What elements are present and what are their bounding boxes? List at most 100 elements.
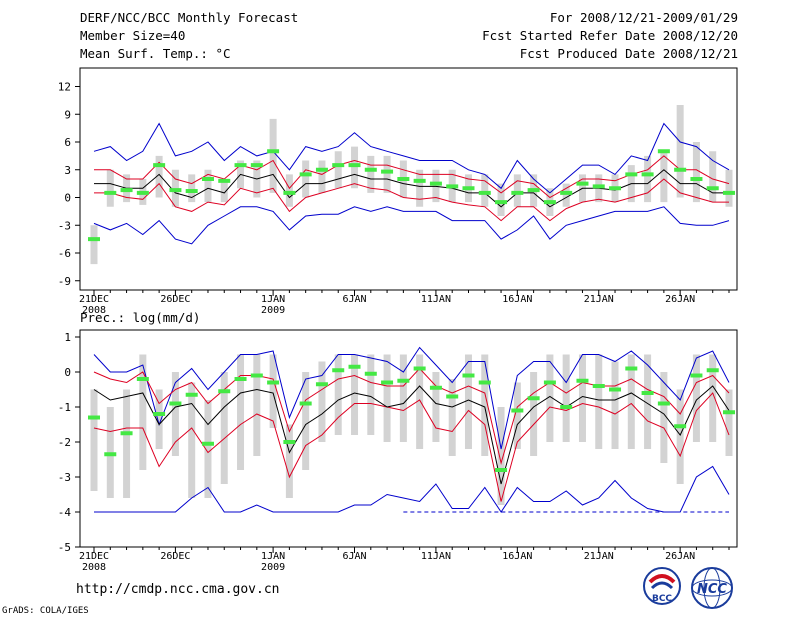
precipitation-box-30 [578, 354, 586, 442]
precipitation-box-15 [334, 354, 342, 435]
precipitation-box-33 [627, 354, 635, 449]
precipitation-box-3 [139, 354, 147, 470]
precipitation-upper-spread-line [93, 367, 730, 465]
temperature-frame [79, 67, 738, 291]
temperature-box-25 [497, 183, 505, 216]
precipitation-median-33 [625, 366, 638, 371]
bcc-logo: BCC [643, 567, 681, 605]
temperature-median-3 [136, 190, 149, 195]
temperature-median-23 [462, 186, 475, 191]
temperature-ytick-label: 9 [64, 108, 71, 121]
temperature-median-8 [218, 178, 231, 183]
source-url[interactable]: http://cmdp.ncc.cma.gov.cn [76, 582, 280, 597]
temperature-median-33 [625, 172, 638, 177]
temperature-xtick-label: 21JAN [584, 294, 614, 305]
temperature-box-15 [334, 151, 342, 189]
temperature-median-16 [348, 163, 361, 168]
temperature-mean-line [94, 169, 729, 208]
precipitation-xtick-label: 26DEC [160, 551, 190, 562]
precipitation-median-39 [723, 410, 735, 415]
precipitation-median-2 [120, 431, 133, 436]
precipitation-median-12 [283, 440, 296, 444]
precipitation-median-21 [429, 385, 442, 390]
temperature-median-10 [250, 163, 263, 168]
member-size: Member Size=40 [80, 28, 186, 43]
precipitation-box-18 [383, 354, 391, 442]
fcst-started-date: Fcst Started Refer Date 2008/12/20 [482, 28, 738, 43]
temperature-box-7 [204, 169, 212, 203]
precipitation-xtick-year: 2009 [261, 562, 285, 573]
precipitation-box-2 [123, 389, 131, 498]
temperature-median-18 [381, 169, 394, 174]
precipitation-median-5 [169, 401, 182, 406]
precipitation-median-37 [690, 373, 703, 378]
precipitation-box-38 [709, 354, 717, 442]
temperature-box-11 [269, 118, 277, 193]
precipitation-median-1 [104, 452, 117, 457]
temperature-median-21 [429, 181, 442, 186]
precipitation-box-22 [448, 379, 456, 456]
precipitation-xtick-label: 26JAN [665, 551, 695, 562]
precip-variable-label: Prec.: log(mm/d) [80, 310, 200, 325]
precipitation-box-4 [155, 389, 163, 449]
temperature-xtick-year: 2008 [82, 305, 106, 316]
bcc-logo-text: BCC [652, 594, 672, 604]
temperature-ytick-label: 3 [64, 164, 71, 177]
precipitation-ytick-label: 0 [64, 366, 71, 379]
temperature-median-20 [413, 178, 426, 183]
precipitation-median-16 [348, 364, 361, 369]
temperature-median-36 [674, 167, 687, 172]
precipitation-box-13 [302, 372, 310, 470]
temperature-box-20 [416, 169, 424, 207]
precipitation-box-39 [725, 389, 733, 456]
temperature-xtick-label: 11JAN [421, 294, 451, 305]
precipitation-median-23 [462, 373, 475, 378]
precipitation-xtick-label: 21JAN [584, 551, 614, 562]
temperature-box-12 [285, 174, 293, 207]
temperature-xtick-label: 6JAN [342, 294, 366, 305]
precipitation-box-12 [285, 424, 293, 498]
temperature-xtick-label: 26JAN [665, 294, 695, 305]
precipitation-median-34 [641, 391, 654, 395]
temperature-box-13 [302, 160, 310, 198]
precipitation-median-18 [381, 380, 394, 385]
precipitation-median-28 [543, 380, 556, 385]
precipitation-median-8 [218, 389, 231, 394]
temperature-xtick-label: 1JAN [261, 294, 285, 305]
temperature-box-38 [709, 151, 717, 203]
header-left: DERF/NCC/BCC Monthly Forecast Member Siz… [80, 9, 298, 63]
precipitation-box-36 [676, 389, 684, 484]
precipitation-box-14 [318, 361, 326, 442]
temperature-median-26 [511, 190, 524, 195]
precipitation-box-34 [644, 354, 652, 449]
temperature-median-7 [201, 177, 214, 181]
precipitation-mean-line [93, 385, 730, 485]
temperature-median-12 [283, 190, 296, 195]
precipitation-median-26 [511, 408, 524, 413]
precipitation-ytick-label: -4 [58, 506, 72, 519]
temperature-xtick-label: 26DEC [160, 294, 190, 305]
precipitation-median-17 [364, 371, 377, 376]
precipitation-box-5 [171, 372, 179, 456]
temperature-box-36 [676, 105, 684, 198]
temperature-box-24 [481, 174, 489, 207]
grads-credit: GrADS: COLA/IGES [2, 606, 89, 616]
temperature-median-28 [543, 200, 556, 205]
precipitation-ytick-label: -5 [58, 541, 71, 554]
precipitation-box-17 [367, 354, 375, 435]
precipitation-box-8 [220, 372, 228, 484]
temperature-box-4 [155, 155, 163, 198]
temperature-box-0 [90, 225, 98, 265]
precipitation-box-7 [204, 400, 212, 498]
temperature-median-34 [641, 172, 654, 177]
temperature-lower-spread-line [94, 178, 729, 222]
temperature-median-27 [527, 188, 540, 193]
temperature-median-1 [104, 190, 117, 195]
temperature-xtick-label: 16JAN [502, 294, 532, 305]
precipitation-median-31 [592, 384, 605, 388]
precipitation-median-10 [250, 373, 263, 378]
temperature-median-35 [657, 149, 670, 154]
precipitation-max-line [93, 346, 730, 450]
precipitation-box-29 [562, 354, 570, 442]
